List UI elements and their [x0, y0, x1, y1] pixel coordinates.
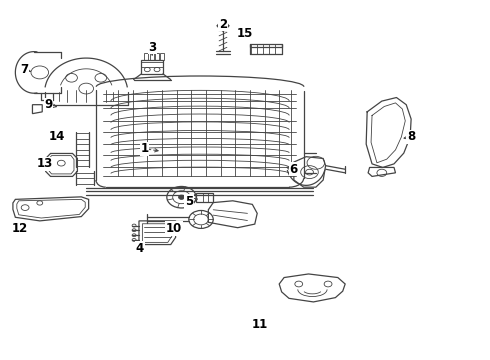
- Text: 7: 7: [20, 63, 28, 76]
- Text: 10: 10: [166, 222, 182, 235]
- Text: 3: 3: [148, 41, 156, 54]
- Text: 15: 15: [237, 27, 253, 40]
- Text: 14: 14: [49, 130, 65, 143]
- Text: 9: 9: [45, 98, 53, 111]
- Text: 4: 4: [136, 242, 144, 255]
- Text: 11: 11: [251, 318, 268, 331]
- Text: 2: 2: [219, 18, 227, 31]
- Text: 1: 1: [141, 142, 149, 155]
- Text: 12: 12: [12, 222, 28, 235]
- Circle shape: [178, 195, 184, 199]
- Text: 8: 8: [407, 130, 415, 144]
- Text: 5: 5: [185, 195, 193, 208]
- Text: 13: 13: [37, 157, 53, 170]
- Text: 6: 6: [290, 163, 298, 176]
